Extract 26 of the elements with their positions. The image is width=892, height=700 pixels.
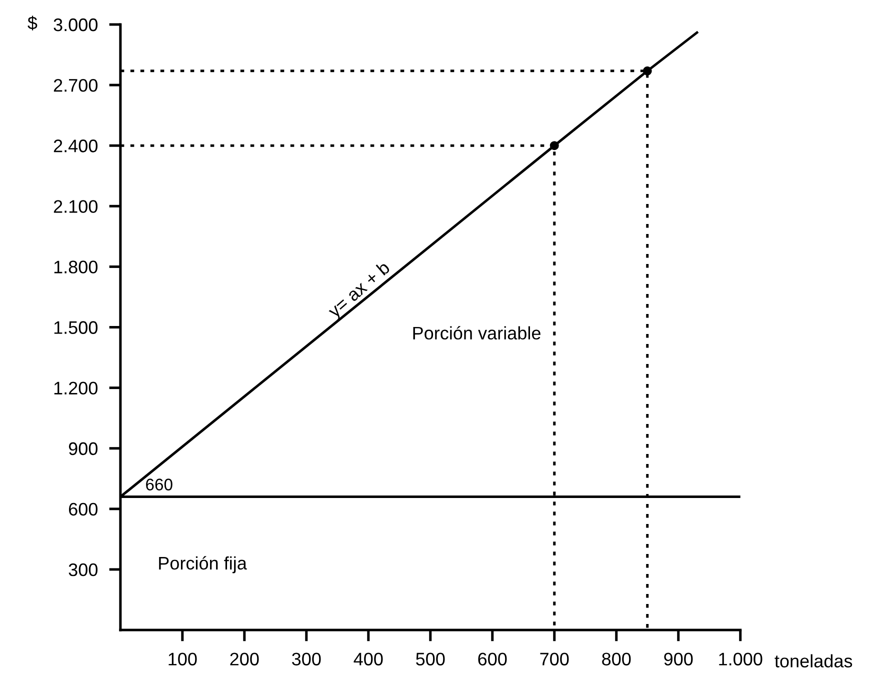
x-tick-label: 500 xyxy=(416,652,445,666)
x-tick-label: 600 xyxy=(478,652,507,666)
x-tick-label: 300 xyxy=(292,652,321,666)
x-axis-title: toneladas xyxy=(774,654,852,668)
y-tick-label: 1.800 xyxy=(54,260,98,274)
annotation: Porción variable xyxy=(413,326,540,340)
x-tick-label: 900 xyxy=(664,652,693,666)
y-tick-label: 1.500 xyxy=(54,321,98,334)
y-tick-label: 3.000 xyxy=(54,18,98,32)
x-tick-label: 700 xyxy=(540,652,569,666)
y-tick-label: 600 xyxy=(68,502,98,516)
y-tick-label: 900 xyxy=(68,442,98,456)
y-tick-label: 2.100 xyxy=(54,200,98,213)
annotation: Porción fija xyxy=(159,556,247,574)
x-tick-label: 200 xyxy=(230,652,259,666)
y-tick-label: 2.700 xyxy=(54,78,98,92)
y-axis-title: $ xyxy=(28,16,38,30)
x-tick-label: 100 xyxy=(168,652,197,666)
x-tick-label: 400 xyxy=(354,652,383,666)
x-tick-label: 1.000 xyxy=(719,652,762,666)
y-tick-label: 2.400 xyxy=(54,140,98,152)
y-tick-label: 300 xyxy=(68,563,98,576)
annotation: y= ax + b xyxy=(326,260,393,322)
ref-line-label: 660 xyxy=(146,478,172,490)
x-tick-label: 800 xyxy=(602,652,631,666)
y-tick-label: 1.200 xyxy=(54,382,98,395)
